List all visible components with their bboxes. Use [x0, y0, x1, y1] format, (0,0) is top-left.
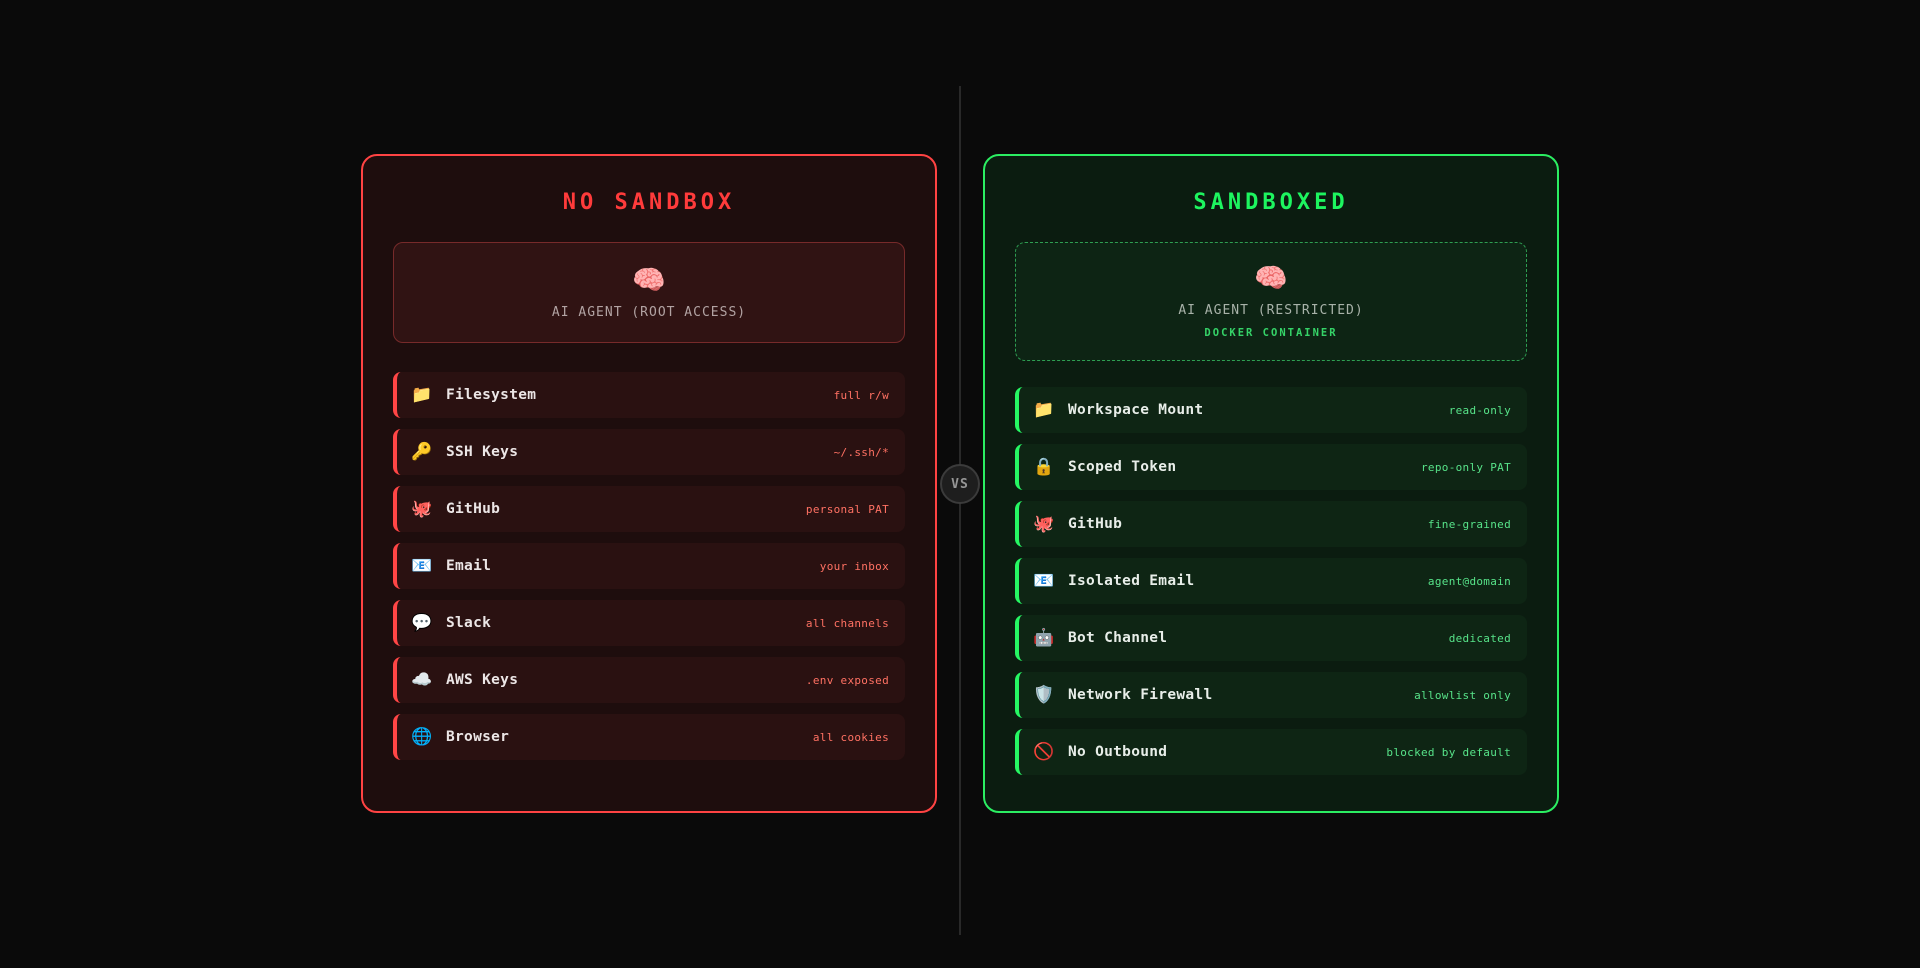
row-github: 🐙 GitHub personal PAT — [393, 486, 905, 532]
octopus-icon: 🐙 — [411, 499, 433, 519]
row-label: No Outbound — [1068, 744, 1168, 760]
agent-sublabel: DOCKER CONTAINER — [1204, 327, 1338, 339]
row-value: ~/.ssh/* — [833, 445, 889, 459]
panel-title-no-sandbox: NO SANDBOX — [562, 190, 736, 215]
row-value: agent@domain — [1427, 574, 1511, 588]
row-label: Email — [446, 558, 492, 574]
vs-label: VS — [951, 476, 969, 492]
row-value: allowlist only — [1414, 688, 1511, 702]
row-label: SSH Keys — [446, 444, 519, 460]
row-browser: 🌐 Browser all cookies — [393, 714, 905, 760]
row-label: GitHub — [446, 501, 501, 517]
row-network-firewall: 🛡️ Network Firewall allowlist only — [1015, 672, 1527, 718]
row-value: dedicated — [1448, 631, 1511, 645]
agent-box-root-access: 🧠 AI AGENT (ROOT ACCESS) — [393, 242, 905, 343]
shield-icon: 🛡️ — [1033, 685, 1055, 705]
row-value: repo-only PAT — [1421, 460, 1511, 474]
row-filesystem: 📁 Filesystem full r/w — [393, 372, 905, 418]
row-value: full r/w — [833, 388, 889, 402]
lock-icon: 🔒 — [1033, 457, 1055, 477]
row-no-outbound: 🚫 No Outbound blocked by default — [1015, 729, 1527, 775]
cloud-icon: ☁️ — [411, 670, 433, 690]
row-label: Filesystem — [446, 387, 537, 403]
row-email: 📧 Email your inbox — [393, 543, 905, 589]
panel-title-sandboxed: SANDBOXED — [1193, 190, 1349, 215]
row-label: Workspace Mount — [1068, 402, 1204, 418]
robot-icon: 🤖 — [1033, 628, 1055, 648]
row-label: Slack — [446, 615, 492, 631]
email-icon: 📧 — [411, 556, 433, 576]
row-workspace-mount: 📁 Workspace Mount read-only — [1015, 387, 1527, 433]
agent-label: AI AGENT (ROOT ACCESS) — [551, 304, 747, 320]
row-value: your inbox — [819, 559, 889, 573]
row-scoped-token: 🔒 Scoped Token repo-only PAT — [1015, 444, 1527, 490]
row-aws-keys: ☁️ AWS Keys .env exposed — [393, 657, 905, 703]
row-value: .env exposed — [805, 673, 889, 687]
panel-no-sandbox: NO SANDBOX 🧠 AI AGENT (ROOT ACCESS) 📁 Fi… — [361, 154, 937, 813]
octopus-icon: 🐙 — [1033, 514, 1055, 534]
speech-balloon-icon: 💬 — [411, 613, 433, 633]
row-ssh-keys: 🔑 SSH Keys ~/.ssh/* — [393, 429, 905, 475]
row-label: Scoped Token — [1068, 459, 1177, 475]
row-label: AWS Keys — [446, 672, 519, 688]
row-value: read-only — [1448, 403, 1511, 417]
row-value: personal PAT — [805, 502, 889, 516]
agent-box-restricted: 🧠 AI AGENT (RESTRICTED) DOCKER CONTAINER — [1015, 242, 1527, 361]
brain-icon: 🧠 — [1254, 263, 1288, 294]
no-entry-icon: 🚫 — [1033, 742, 1055, 762]
key-icon: 🔑 — [411, 442, 433, 462]
row-value: blocked by default — [1386, 745, 1511, 759]
capability-list: 📁 Workspace Mount read-only 🔒 Scoped Tok… — [1015, 387, 1527, 775]
row-isolated-email: 📧 Isolated Email agent@domain — [1015, 558, 1527, 604]
row-github: 🐙 GitHub fine-grained — [1015, 501, 1527, 547]
capability-list: 📁 Filesystem full r/w 🔑 SSH Keys ~/.ssh/… — [393, 372, 905, 760]
vs-badge: VS — [940, 464, 980, 504]
vertical-divider — [959, 86, 961, 935]
row-label: Network Firewall — [1068, 687, 1213, 703]
folder-icon: 📁 — [1033, 400, 1055, 420]
row-bot-channel: 🤖 Bot Channel dedicated — [1015, 615, 1527, 661]
row-label: GitHub — [1068, 516, 1123, 532]
row-label: Isolated Email — [1068, 573, 1195, 589]
row-value: all channels — [805, 616, 889, 630]
brain-icon: 🧠 — [632, 264, 666, 296]
globe-icon: 🌐 — [411, 727, 433, 747]
agent-label: AI AGENT (RESTRICTED) — [1178, 303, 1364, 318]
row-label: Browser — [446, 729, 510, 745]
row-value: all cookies — [812, 730, 889, 744]
row-label: Bot Channel — [1068, 630, 1168, 646]
row-value: fine-grained — [1427, 517, 1511, 531]
row-slack: 💬 Slack all channels — [393, 600, 905, 646]
email-icon: 📧 — [1033, 571, 1055, 591]
panel-sandboxed: SANDBOXED 🧠 AI AGENT (RESTRICTED) DOCKER… — [983, 154, 1559, 813]
folder-icon: 📁 — [411, 385, 433, 405]
